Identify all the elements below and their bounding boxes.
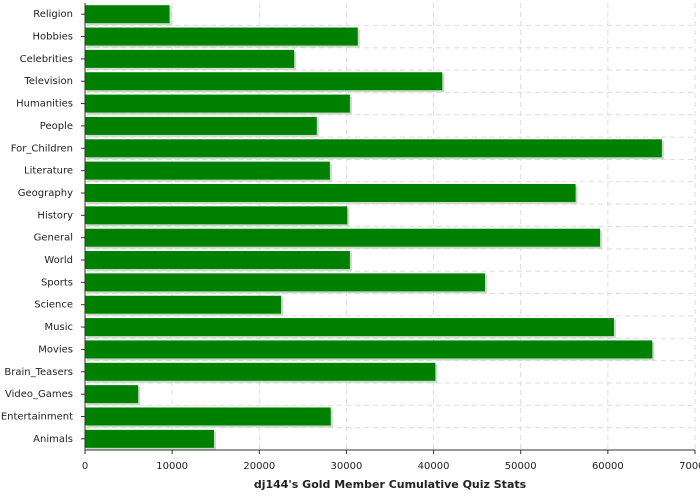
y-tick-label: Television xyxy=(23,76,73,87)
y-tick-label: Music xyxy=(45,322,73,333)
bar xyxy=(85,362,436,381)
bar xyxy=(85,72,443,91)
x-tick-label: 40000 xyxy=(418,461,450,472)
x-tick-label: 0 xyxy=(82,461,88,472)
y-tick-label: Brain_Teasers xyxy=(4,367,73,378)
y-tick-label: Animals xyxy=(33,434,73,445)
bar xyxy=(85,49,295,68)
bar xyxy=(85,139,662,158)
y-tick-label: Sports xyxy=(41,277,73,288)
bar xyxy=(85,318,614,337)
y-tick-label: People xyxy=(40,121,73,132)
bar xyxy=(85,340,653,359)
x-axis-title: dj144's Gold Member Cumulative Quiz Stat… xyxy=(254,478,527,491)
bar xyxy=(85,273,485,292)
bar xyxy=(85,183,576,202)
y-tick-label: Religion xyxy=(33,9,73,20)
bar xyxy=(85,116,317,135)
bar xyxy=(85,206,348,225)
bar xyxy=(85,407,331,426)
bar xyxy=(85,5,170,24)
bar xyxy=(85,27,358,46)
bar xyxy=(85,429,214,448)
bar xyxy=(85,251,350,270)
y-tick-label: Literature xyxy=(24,166,73,177)
x-tick-label: 70000 xyxy=(679,461,700,472)
y-tick-label: World xyxy=(44,255,73,266)
y-tick-label: For_Children xyxy=(11,143,73,154)
y-tick-label: History xyxy=(37,210,73,221)
bar xyxy=(85,94,350,113)
x-tick-label: 50000 xyxy=(505,461,537,472)
x-tick-label: 30000 xyxy=(331,461,363,472)
y-tick-label: Hobbies xyxy=(33,32,73,43)
bar xyxy=(85,228,601,247)
y-tick-label: Geography xyxy=(18,188,73,199)
y-tick-label: Movies xyxy=(38,344,73,355)
bar xyxy=(85,161,330,180)
x-tick-label: 60000 xyxy=(592,461,624,472)
y-tick-label: Science xyxy=(34,300,73,311)
bar xyxy=(85,385,139,404)
y-tick-label: Entertainment xyxy=(1,411,73,422)
y-tick-label: Celebrities xyxy=(20,54,73,65)
y-tick-label: Humanities xyxy=(16,99,73,110)
x-tick-label: 10000 xyxy=(156,461,188,472)
bar xyxy=(85,295,282,314)
y-tick-label: General xyxy=(34,233,73,244)
y-tick-label: Video_Games xyxy=(5,389,73,400)
x-tick-label: 20000 xyxy=(243,461,275,472)
